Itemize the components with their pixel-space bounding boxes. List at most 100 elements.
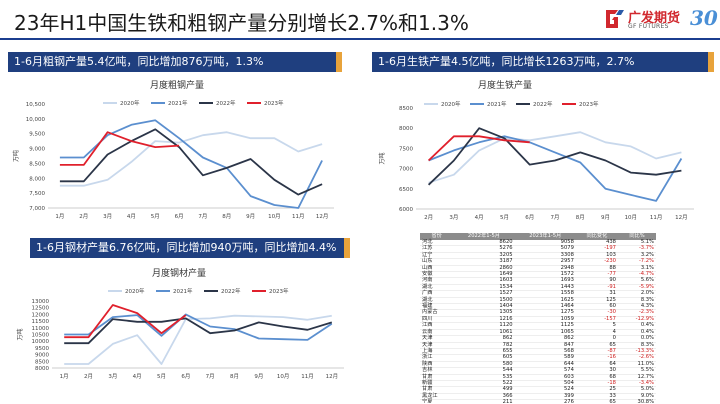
legend-label: 2021年 — [487, 100, 507, 108]
column-header: 2022年1-5月 — [453, 233, 515, 240]
table-cell: 211 — [453, 399, 515, 403]
y-tick-label: 8500 — [35, 359, 49, 365]
logo-text-cn: 广发期货 — [628, 11, 681, 26]
x-tick-label: 7月 — [198, 213, 207, 220]
series-line-2022年 — [64, 317, 333, 345]
table-cell: 云南 — [420, 329, 454, 337]
table-cell: -5.9% — [617, 284, 656, 292]
table-cell: 0.4% — [617, 329, 656, 337]
table-cell: 847 — [514, 342, 576, 349]
table-row: 江苏 5276 5079 -197 -3.7% — [420, 246, 656, 253]
y-axis-label: 万吨 — [12, 150, 20, 162]
table-cell: 8620 — [453, 239, 515, 247]
table-cell: 603 — [514, 374, 576, 381]
y-tick-label: 9500 — [35, 346, 49, 352]
table-row: 新疆 522 504 -18 -3.4% — [420, 380, 656, 388]
table-cell: 河北 — [420, 239, 454, 247]
table-cell: 陕西 — [420, 361, 454, 369]
table-cell: -157 — [575, 316, 618, 324]
x-tick-label: 9月 — [254, 373, 263, 380]
legend-label: 2020年 — [441, 100, 461, 108]
table-cell: 5276 — [453, 246, 515, 253]
chart-title: 月度粗钢产量 — [150, 79, 204, 91]
x-tick-label: 12月 — [326, 373, 339, 380]
series-line-2020年 — [59, 131, 323, 187]
table-row: 河南 1603 1693 90 5.6% — [420, 278, 656, 285]
table-cell: 1125 — [514, 322, 576, 330]
y-tick-label: 6500 — [399, 187, 413, 193]
table-cell: 甘肃 — [420, 386, 454, 394]
table-cell: 湖北 — [420, 284, 454, 292]
table-cell: 862 — [453, 335, 515, 343]
y-tick-label: 12000 — [32, 312, 50, 318]
table-cell: 1500 — [453, 297, 515, 305]
table-cell: 浙江 — [420, 354, 454, 362]
y-tick-label: 10,000 — [26, 117, 46, 123]
table-cell: -3.7% — [617, 246, 656, 253]
table-cell: -18 — [575, 380, 618, 388]
table-cell: 湖北 — [420, 297, 454, 305]
table-cell: 安徽 — [420, 271, 454, 279]
table-cell: 江苏 — [420, 246, 454, 253]
table-cell: 0.4% — [617, 322, 656, 330]
table-cell: 103 — [575, 252, 618, 260]
series-line-2023年 — [427, 135, 530, 162]
table-row: 四川 1216 1059 -157 -12.9% — [420, 316, 656, 324]
y-tick-label: 7500 — [399, 146, 413, 152]
table-cell: 11.0% — [617, 361, 656, 369]
table-row: 山东 3187 2957 -230 -7.2% — [420, 258, 656, 266]
table-cell: -197 — [575, 246, 618, 253]
x-tick-label: 7月 — [551, 214, 560, 221]
chart-title: 月度钢材产量 — [152, 267, 206, 279]
table-cell: 366 — [453, 393, 515, 401]
table-cell: 574 — [514, 367, 576, 375]
table-cell: 60 — [575, 303, 618, 311]
y-tick-label: 11000 — [32, 326, 50, 332]
steel-products-chart: 月度钢材产量 2020年 2021年 2022年 2023年 8000 8500 9000 95… — [8, 260, 350, 404]
table-cell: 8.3% — [617, 342, 656, 349]
table-cell: 天津 — [420, 342, 454, 349]
table-cell: 1120 — [453, 322, 515, 330]
table-cell: 天津 — [420, 335, 454, 343]
x-tick-label: 2月 — [424, 214, 433, 221]
column-header: 2023年1-5月 — [514, 233, 576, 240]
x-tick-label: 1月 — [60, 373, 69, 380]
table-cell: 1061 — [453, 329, 515, 337]
x-tick-label: 2月 — [79, 213, 88, 220]
legend-label: 2020年 — [120, 99, 140, 107]
y-tick-label: 6000 — [399, 207, 413, 213]
table-cell: 5079 — [514, 246, 576, 253]
table-cell: 山西 — [420, 265, 454, 273]
y-tick-label: 8,500 — [29, 161, 45, 167]
x-tick-label: 5月 — [500, 214, 509, 221]
x-tick-label: 5月 — [157, 373, 166, 380]
x-tick-label: 1月 — [55, 213, 64, 220]
table-cell: 25 — [575, 386, 618, 394]
table-cell: -87 — [575, 348, 618, 356]
x-tick-label: 10月 — [625, 214, 638, 221]
legend-label: 2020年 — [125, 287, 145, 295]
series-line-2021年 — [64, 313, 333, 341]
table-cell: 535 — [453, 374, 515, 381]
table-cell: 1059 — [514, 316, 576, 324]
x-tick-label: 8月 — [222, 213, 231, 220]
table-row: 甘肃 535 603 68 12.7% — [420, 374, 656, 381]
chart-svg: 月度钢材产量 2020年 2021年 2022年 2023年 80008500900095… — [16, 267, 344, 380]
slide-header: 23年H1中国生铁和粗钢产量分别增长2.7%和1.3% 广发期货 GF FUTU… — [0, 0, 720, 40]
table-cell: 5.1% — [617, 239, 656, 247]
banner-accent — [344, 238, 350, 258]
table-cell: 3308 — [514, 252, 576, 260]
table-cell: 3.2% — [617, 252, 656, 260]
table-cell: 新疆 — [420, 380, 454, 388]
x-tick-label: 4月 — [475, 214, 484, 221]
banner-accent — [708, 52, 714, 72]
table-cell: 524 — [514, 386, 576, 394]
y-tick-label: 8000 — [35, 366, 49, 372]
table-cell: 30.8% — [617, 399, 656, 403]
table-cell: 1625 — [514, 297, 576, 305]
table-cell: -230 — [575, 258, 618, 266]
y-tick-label: 7,000 — [29, 206, 45, 212]
table-cell: 9.0% — [617, 393, 656, 401]
table-row: 甘肃 499 524 25 5.0% — [420, 386, 656, 394]
table-cell: 399 — [514, 393, 576, 401]
